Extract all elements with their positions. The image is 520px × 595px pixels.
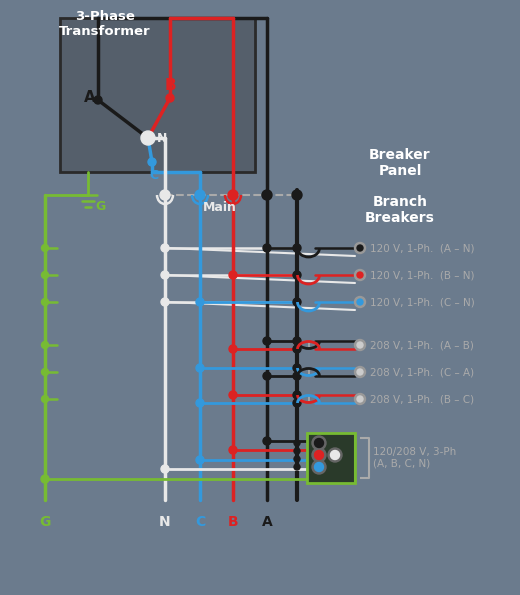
Text: 120 V, 1-Ph.  (C – N): 120 V, 1-Ph. (C – N) (370, 297, 475, 307)
Circle shape (262, 190, 272, 200)
Text: N: N (159, 515, 171, 529)
Circle shape (312, 436, 326, 450)
Circle shape (263, 244, 271, 252)
Circle shape (196, 399, 204, 407)
Circle shape (161, 271, 169, 279)
Text: A: A (84, 89, 96, 105)
Circle shape (263, 437, 271, 445)
Circle shape (161, 465, 169, 473)
Circle shape (166, 94, 174, 102)
Circle shape (357, 342, 363, 348)
Circle shape (312, 460, 326, 474)
Text: A: A (262, 515, 272, 529)
Circle shape (42, 368, 48, 375)
Text: B: B (228, 515, 238, 529)
Circle shape (315, 439, 323, 447)
Circle shape (293, 337, 301, 345)
Circle shape (294, 456, 300, 462)
Text: 3-Phase
Transformer: 3-Phase Transformer (59, 10, 151, 38)
Circle shape (293, 298, 301, 306)
Circle shape (229, 446, 237, 454)
Circle shape (196, 456, 204, 464)
Circle shape (315, 462, 323, 471)
Circle shape (196, 364, 204, 372)
Text: 208 V, 1-Ph.  (B – C): 208 V, 1-Ph. (B – C) (370, 394, 474, 404)
FancyBboxPatch shape (307, 433, 355, 483)
Circle shape (42, 245, 48, 252)
FancyBboxPatch shape (60, 18, 255, 172)
Circle shape (293, 372, 301, 380)
Circle shape (229, 345, 237, 353)
Circle shape (141, 131, 155, 145)
Circle shape (293, 345, 301, 353)
Text: B: B (165, 77, 177, 92)
Circle shape (293, 271, 301, 279)
Circle shape (293, 391, 301, 399)
Circle shape (196, 298, 204, 306)
Circle shape (292, 190, 302, 200)
Text: 208 V, 1-Ph.  (C – A): 208 V, 1-Ph. (C – A) (370, 367, 474, 377)
Circle shape (357, 396, 363, 402)
Circle shape (355, 270, 366, 280)
Circle shape (263, 372, 271, 380)
Circle shape (263, 337, 271, 345)
Circle shape (357, 245, 363, 251)
Circle shape (294, 440, 300, 446)
Circle shape (328, 448, 342, 462)
Text: C: C (195, 515, 205, 529)
Circle shape (229, 391, 237, 399)
Circle shape (355, 340, 366, 350)
Text: C: C (149, 168, 158, 181)
Text: G: G (95, 200, 105, 213)
Text: Branch
Breakers: Branch Breakers (365, 195, 435, 225)
Circle shape (195, 190, 205, 200)
Text: Breaker
Panel: Breaker Panel (369, 148, 431, 178)
Circle shape (355, 243, 366, 253)
Circle shape (160, 190, 170, 200)
Circle shape (357, 299, 363, 305)
Circle shape (229, 271, 237, 279)
Circle shape (293, 244, 301, 252)
Circle shape (41, 475, 49, 483)
Circle shape (161, 298, 169, 306)
Circle shape (331, 450, 340, 459)
Circle shape (42, 271, 48, 278)
Circle shape (228, 190, 238, 200)
Circle shape (294, 448, 300, 454)
Circle shape (315, 450, 323, 459)
Circle shape (161, 244, 169, 252)
Circle shape (355, 296, 366, 308)
Circle shape (293, 399, 301, 407)
Circle shape (357, 272, 363, 278)
Text: G: G (40, 515, 50, 529)
Circle shape (148, 158, 156, 166)
Text: N: N (157, 131, 167, 145)
Text: 120 V, 1-Ph.  (B – N): 120 V, 1-Ph. (B – N) (370, 270, 475, 280)
Circle shape (294, 464, 300, 470)
Circle shape (293, 364, 301, 372)
Circle shape (42, 342, 48, 349)
Circle shape (94, 96, 102, 104)
Circle shape (42, 396, 48, 402)
Text: Main: Main (203, 201, 237, 214)
Circle shape (355, 367, 366, 377)
Circle shape (357, 369, 363, 375)
Text: 120/208 V, 3-Ph
(A, B, C, N): 120/208 V, 3-Ph (A, B, C, N) (373, 447, 456, 469)
Text: 120 V, 1-Ph.  (A – N): 120 V, 1-Ph. (A – N) (370, 243, 475, 253)
Circle shape (42, 299, 48, 305)
Text: 208 V, 1-Ph.  (A – B): 208 V, 1-Ph. (A – B) (370, 340, 474, 350)
Circle shape (312, 448, 326, 462)
Circle shape (355, 393, 366, 405)
